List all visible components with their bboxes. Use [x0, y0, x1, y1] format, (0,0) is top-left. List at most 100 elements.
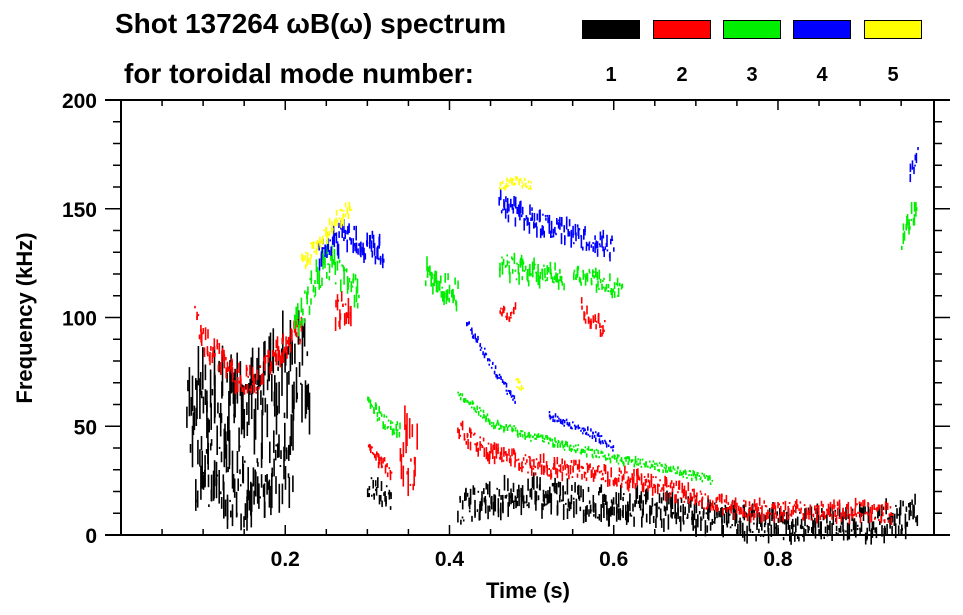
spectrum-mark — [275, 476, 277, 494]
spectrum-mark — [685, 471, 687, 476]
spectrum-mark — [917, 147, 919, 151]
spectrum-mark — [398, 431, 401, 438]
spectrum-mark — [332, 228, 334, 231]
spectrum-mark — [349, 237, 351, 240]
spectrum-mark — [505, 383, 508, 388]
spectrum-mark — [292, 398, 295, 421]
spectrum-mark — [764, 505, 767, 507]
spectrum-mark — [370, 445, 372, 454]
spectrum-mark — [677, 498, 679, 516]
spectrum-mark — [371, 230, 374, 239]
spectrum-mark — [779, 514, 781, 523]
spectrum-mark — [592, 467, 594, 470]
spectrum-mark — [763, 523, 766, 528]
spectrum-mark — [602, 442, 604, 445]
spectrum-mark — [748, 501, 751, 507]
spectrum-mark — [377, 453, 379, 458]
spectrum-mark — [510, 458, 512, 467]
spectrum-mark — [518, 432, 521, 435]
spectrum-mark — [637, 500, 640, 504]
spectrum-mark — [509, 390, 511, 394]
spectrum-mark — [556, 419, 558, 423]
spectrum-mark — [799, 524, 802, 529]
spectrum-mark — [770, 524, 773, 535]
spectrum-mark — [629, 512, 632, 517]
spectrum-mark — [426, 266, 429, 278]
spectrum-mark — [748, 519, 751, 532]
spectrum-mark — [668, 492, 670, 505]
spectrum-mark — [655, 462, 658, 465]
spectrum-mark — [914, 164, 916, 167]
spectrum-mark — [263, 358, 266, 371]
spectrum-mark — [563, 420, 566, 424]
spectrum-mark — [533, 458, 535, 467]
spectrum-mark — [526, 504, 528, 507]
spectrum-mark — [288, 444, 290, 461]
spectrum-mark — [535, 491, 538, 502]
spectrum-mark — [376, 412, 379, 418]
spectrum-mark — [749, 528, 752, 533]
spectrum-mark — [349, 238, 352, 241]
spectrum-mark — [905, 506, 908, 512]
spectrum-mark — [502, 186, 505, 190]
spectrum-mark — [572, 421, 574, 424]
spectrum-mark — [190, 397, 193, 416]
spectrum-mark — [338, 231, 340, 238]
spectrum-mark — [864, 506, 866, 515]
spectrum-mark — [611, 501, 614, 516]
spectrum-mark — [286, 449, 288, 460]
spectrum-mark — [579, 506, 582, 512]
spectrum-mark — [315, 241, 318, 244]
spectrum-mark — [500, 502, 502, 521]
spectrum-mark — [454, 277, 456, 285]
spectrum-mark — [687, 498, 690, 503]
spectrum-mark — [561, 281, 564, 286]
spectrum-mark — [878, 504, 881, 509]
spectrum-mark — [915, 208, 917, 217]
spectrum-mark — [566, 478, 569, 495]
spectrum-mark — [679, 505, 682, 513]
spectrum-mark — [355, 225, 357, 241]
spectrum-mark — [262, 484, 265, 497]
spectrum-mark — [482, 351, 484, 356]
spectrum-mark — [376, 451, 378, 456]
spectrum-mark — [684, 469, 687, 472]
spectrum-mark — [563, 448, 566, 451]
spectrum-mark — [625, 511, 628, 525]
spectrum-mark — [656, 464, 659, 467]
spectrum-mark — [469, 441, 472, 451]
spectrum-mark — [559, 494, 561, 503]
spectrum-mark — [590, 448, 592, 451]
spectrum-mark — [793, 524, 795, 528]
spectrum-mark — [524, 435, 526, 440]
spectrum-mark — [591, 469, 593, 478]
spectrum-mark — [758, 512, 761, 524]
spectrum-mark — [802, 513, 805, 521]
spectrum-mark — [554, 437, 556, 442]
spectrum-mark — [221, 347, 224, 357]
spectrum-mark — [501, 425, 503, 428]
spectrum-mark — [914, 154, 917, 161]
spectrum-mark — [471, 515, 473, 522]
spectrum-mark — [519, 432, 522, 437]
spectrum-mark — [198, 334, 201, 340]
spectrum-mark — [275, 444, 277, 447]
spectrum-mark — [711, 502, 714, 505]
spectrum-mark — [652, 516, 655, 523]
spectrum-mark — [612, 497, 615, 505]
spectrum-mark — [561, 440, 564, 446]
spectrum-mark — [242, 463, 245, 484]
spectrum-mark — [259, 365, 262, 368]
spectrum-mark — [477, 335, 479, 341]
spectrum-mark — [586, 464, 589, 473]
spectrum-mark — [261, 409, 263, 459]
spectrum-mark — [231, 367, 234, 383]
spectrum-mark — [568, 219, 571, 227]
spectrum-mark — [598, 487, 601, 493]
spectrum-mark — [503, 474, 506, 491]
spectrum-mark — [703, 507, 705, 510]
spectrum-mark — [874, 517, 876, 520]
spectrum-mark — [605, 283, 608, 290]
spectrum-mark — [694, 494, 696, 498]
spectrum-mark — [193, 405, 196, 431]
